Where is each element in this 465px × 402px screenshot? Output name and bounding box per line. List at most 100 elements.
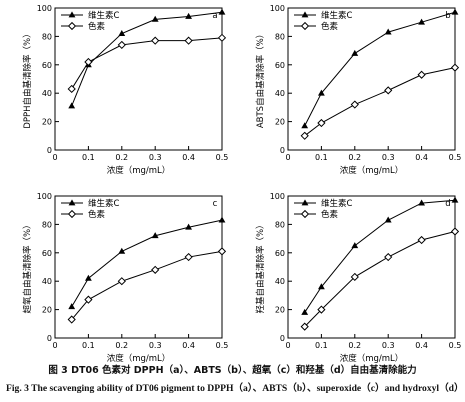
series-line	[304, 11, 456, 127]
panel-letter: d	[445, 199, 450, 209]
legend-marker-vitamin-c	[301, 11, 309, 18]
data-point-vitamin-c	[118, 247, 126, 254]
x-tick-label: 0.4	[182, 341, 195, 350]
data-point-vitamin-c	[151, 15, 159, 22]
legend-label: 色素	[88, 209, 106, 220]
x-tick-label: 0.2	[348, 153, 361, 162]
legend-label: 维生素C	[88, 10, 120, 21]
y-tick-label: 0	[47, 146, 52, 155]
legend-label: 色素	[88, 21, 106, 32]
y-tick-label: 60	[275, 61, 285, 70]
y-tick-label: 40	[42, 277, 52, 286]
legend-label: 维生素C	[88, 198, 120, 209]
data-point-pigment	[151, 265, 160, 274]
legend-marker-pigment	[67, 209, 77, 219]
figure-caption-english: Fig. 3 The scavenging ability of DT06 pi…	[6, 383, 464, 394]
x-tick-label: 0.2	[115, 341, 128, 350]
x-tick-label: 0.4	[182, 153, 195, 162]
x-tick-label: 0.3	[149, 153, 162, 162]
chart-panel-d: 0 0.1 0.2 0.3 0.4 0.5 0 20 40 60 80 100 浓度（mg/mL） 羟基自…	[255, 192, 461, 364]
y-axis-label: DPPH自由基清除率（%）	[22, 29, 33, 128]
x-tick-label: 0.5	[216, 341, 229, 350]
y-axis-label: ABTS自由基清除率（%）	[255, 30, 266, 128]
data-point-pigment	[217, 247, 227, 256]
data-point-pigment	[417, 235, 426, 245]
y-tick-label: 100	[270, 4, 285, 13]
y-tick-label: 20	[42, 118, 52, 127]
y-tick-label: 0	[280, 146, 285, 155]
series-line	[71, 219, 223, 308]
y-tick-label: 100	[270, 192, 285, 201]
plot-frame	[54, 7, 223, 151]
data-point-vitamin-c	[151, 232, 159, 239]
data-point-pigment	[184, 36, 193, 45]
y-axis-label: 羟基自由基清除率（%）	[255, 220, 266, 313]
data-point-pigment	[84, 295, 93, 304]
data-point-pigment	[350, 272, 359, 282]
data-point-vitamin-c	[301, 308, 309, 315]
x-tick-label: 0.1	[82, 153, 95, 162]
y-tick-label: 20	[275, 306, 285, 315]
y-tick-label: 80	[42, 220, 52, 229]
data-point-vitamin-c	[384, 28, 392, 35]
x-tick-label: 0.1	[315, 341, 328, 350]
data-point-vitamin-c	[85, 274, 92, 281]
legend-marker-pigment	[67, 21, 77, 31]
y-tick-label: 100	[37, 192, 52, 201]
y-tick-label: 20	[275, 118, 285, 127]
y-tick-label: 40	[275, 277, 285, 286]
data-point-vitamin-c	[185, 12, 192, 19]
x-tick-label: 0	[285, 341, 290, 350]
data-point-vitamin-c	[318, 283, 325, 290]
panel-letter: c	[213, 199, 218, 209]
y-tick-label: 100	[37, 4, 52, 13]
data-point-pigment	[450, 227, 460, 236]
y-tick-label: 80	[275, 220, 285, 229]
x-tick-label: 0.1	[82, 341, 95, 350]
data-point-pigment	[350, 100, 359, 109]
data-point-vitamin-c	[418, 199, 425, 206]
data-point-vitamin-c	[451, 8, 459, 15]
legend-marker-vitamin-c	[68, 199, 76, 206]
y-tick-label: 60	[42, 249, 52, 258]
x-tick-label: 0.5	[449, 341, 462, 350]
legend-label: 维生素C	[321, 198, 353, 209]
x-tick-label: 0.3	[382, 341, 395, 350]
x-tick-label: 0.4	[415, 341, 428, 350]
series-line	[304, 199, 456, 313]
data-point-pigment	[217, 33, 227, 42]
x-tick-label: 0	[52, 153, 57, 162]
data-point-pigment	[384, 86, 393, 95]
data-point-pigment	[450, 63, 460, 72]
data-point-pigment	[67, 315, 76, 324]
data-point-vitamin-c	[68, 303, 76, 310]
legend-label: 色素	[321, 209, 339, 220]
data-point-vitamin-c	[384, 216, 392, 223]
panel-letter: a	[212, 11, 217, 21]
legend-label: 维生素C	[321, 10, 353, 21]
plot-frame	[287, 7, 456, 151]
data-point-pigment	[84, 57, 93, 67]
chart-panel-b: 0 0.1 0.2 0.3 0.4 0.5 0 20 40 60 80 100 浓度（mg/mL） ABT…	[255, 4, 461, 176]
data-point-vitamin-c	[185, 223, 192, 230]
x-tick-label: 0.5	[449, 153, 462, 162]
y-tick-label: 60	[275, 249, 285, 258]
figure-caption-chinese: 图 3 DT06 色素对 DPPH（a）、ABTS（b）、超氧（c）和羟基（d）…	[48, 365, 417, 376]
y-axis-label: 超氧自由基清除率（%）	[22, 220, 33, 313]
x-tick-label: 0.4	[415, 153, 428, 162]
x-axis-label: 浓度（mg/mL）	[107, 165, 171, 176]
panel-letter: b	[445, 11, 450, 21]
data-point-pigment	[184, 252, 193, 262]
data-point-pigment	[67, 84, 76, 94]
data-point-vitamin-c	[218, 216, 226, 223]
x-tick-label: 0.3	[382, 153, 395, 162]
x-tick-label: 0	[52, 341, 57, 350]
x-tick-label: 0	[285, 153, 290, 162]
legend-marker-pigment	[300, 209, 310, 219]
plot-frame	[54, 195, 223, 339]
data-point-pigment	[384, 252, 393, 262]
y-tick-label: 40	[42, 89, 52, 98]
chart-panel-a: 0 0.1 0.2 0.3 0.4 0.5 0 20 40 60 80 100 浓度（mg/mL） DPP…	[22, 4, 228, 176]
data-point-vitamin-c	[351, 242, 359, 249]
